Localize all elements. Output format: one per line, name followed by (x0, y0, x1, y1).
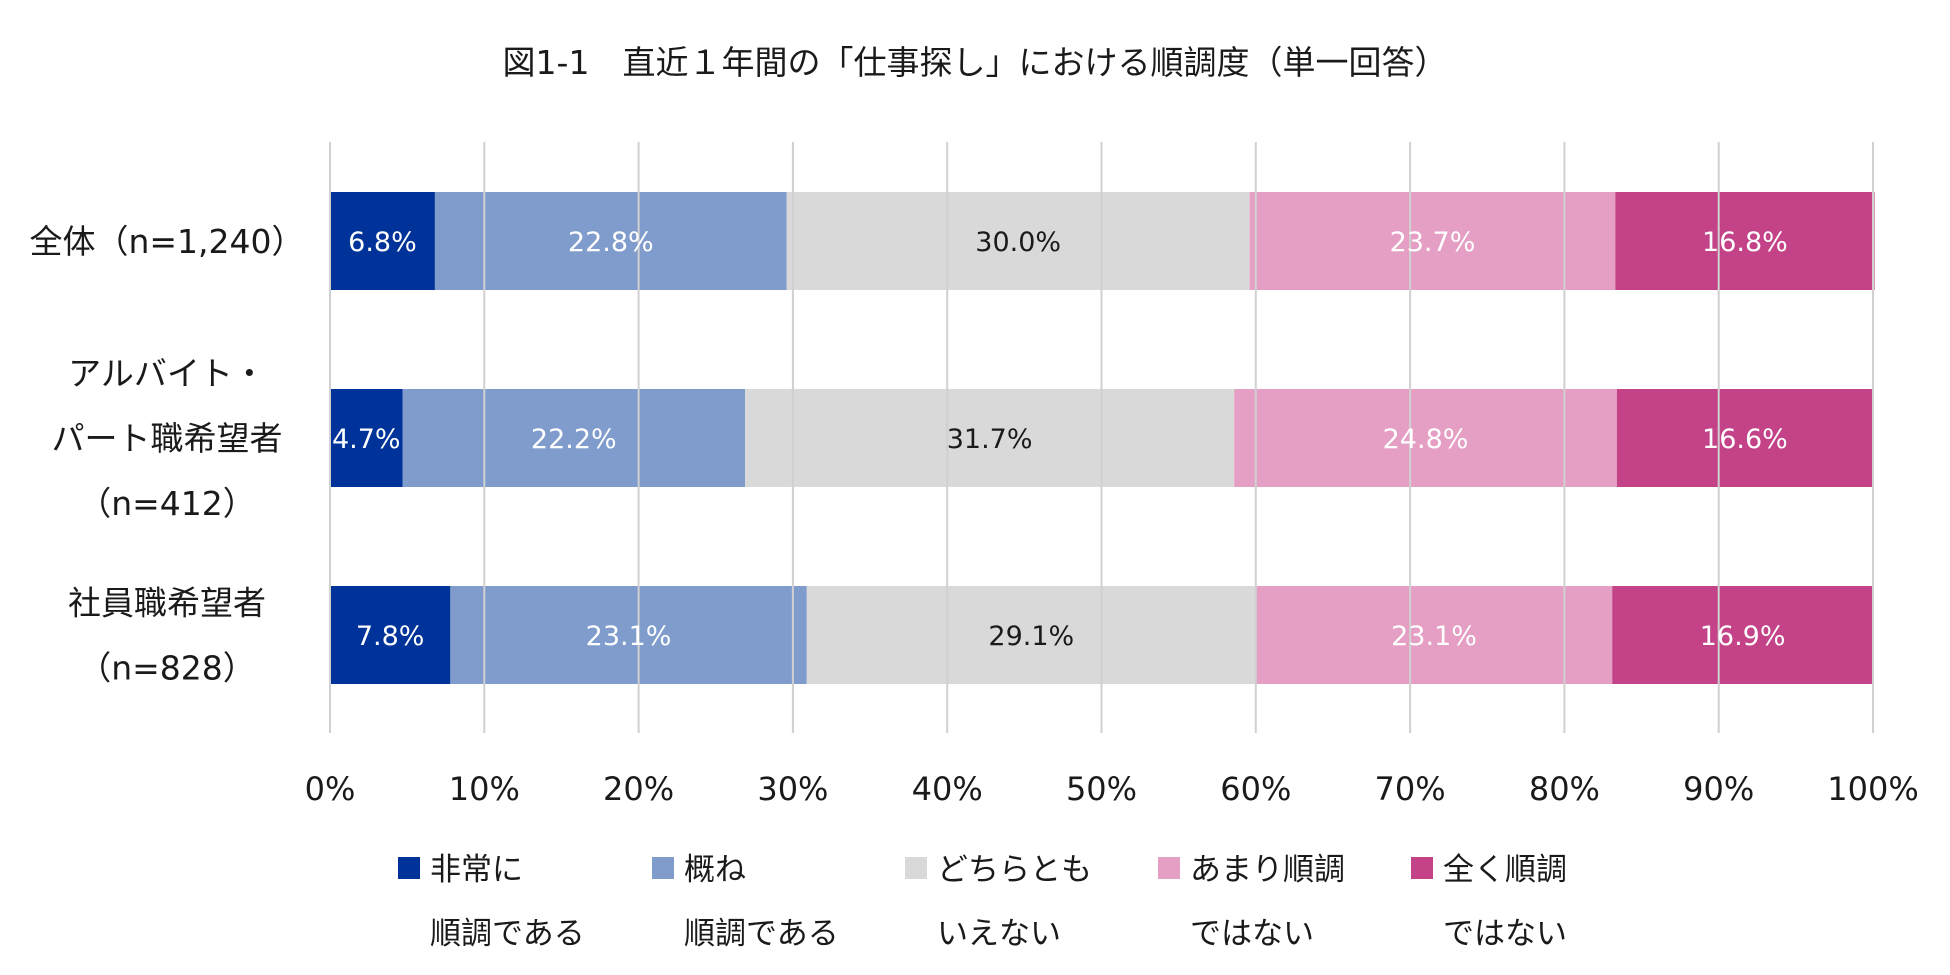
x-tick-label-6: 60% (1220, 770, 1291, 808)
bar-segment-1-4 (1249, 192, 1616, 290)
x-tick-label-1: 10% (449, 770, 520, 808)
legend-swatch-1 (398, 857, 420, 879)
data-label-3-3: 29.1% (988, 621, 1074, 652)
legend-label-2-line-2: 順調である (684, 916, 839, 952)
gridlines (329, 142, 1874, 733)
data-label-1-5: 16.8% (1702, 227, 1788, 258)
bar-segment-3-5 (1612, 586, 1873, 684)
bar-segment-2-5 (1616, 389, 1873, 487)
bar-segment-1-1 (330, 192, 435, 290)
legend-label-5-line-2: ではない (1443, 916, 1567, 952)
bar-segment-3-3 (806, 586, 1256, 684)
bar-segment-1-5 (1615, 192, 1875, 290)
data-label-2-3: 31.7% (947, 424, 1033, 455)
x-tick-label-8: 80% (1529, 770, 1600, 808)
data-label-2-1: 4.7% (332, 424, 401, 455)
data-label-1-4: 23.7% (1390, 227, 1476, 258)
x-tick-label-9: 90% (1683, 770, 1754, 808)
category-label-3-line-1: 社員職希望者 (68, 584, 266, 623)
bars-layer (330, 192, 1875, 684)
legend-label-3-line-2: いえない (937, 916, 1061, 952)
legend-swatch-3 (905, 857, 927, 879)
category-labels: 全体（n=1,240） アルバイト・パート職希望者 （n=412） 社員職希望者 （n=… (29, 222, 304, 688)
legend-label-3-line-1: どちらとも (937, 852, 1092, 888)
bar-segment-2-4 (1234, 389, 1617, 487)
category-label-2-line-2: パート職希望者 (52, 419, 283, 458)
x-tick-label-0: 0% (305, 770, 356, 808)
legend-label-4-line-2: ではない (1190, 916, 1314, 952)
legend-label-2-line-1: 概ね (684, 852, 746, 888)
x-tick-label-2: 20% (603, 770, 674, 808)
x-tick-label-5: 50% (1066, 770, 1137, 808)
x-tick-label-3: 30% (757, 770, 828, 808)
legend-label-1-line-2: 順調である (430, 916, 585, 952)
category-label-2-line-1: アルバイト・ (68, 354, 266, 393)
data-label-1-2: 22.8% (568, 227, 654, 258)
data-label-2-4: 24.8% (1383, 424, 1469, 455)
data-label-3-5: 16.9% (1700, 621, 1786, 652)
x-tick-label-10: 100% (1827, 770, 1918, 808)
category-label-2-line-3: （n=412） (78, 484, 256, 523)
data-label-3-1: 7.8% (356, 621, 425, 652)
x-tick-label-7: 70% (1375, 770, 1446, 808)
data-label-2-2: 22.2% (531, 424, 617, 455)
legend-label-1-line-1: 非常に (430, 852, 523, 888)
legend-swatch-4 (1158, 857, 1180, 879)
data-label-3-4: 23.1% (1391, 621, 1477, 652)
category-label-3-line-2: （n=828） (78, 649, 256, 688)
data-label-2-5: 16.6% (1702, 424, 1788, 455)
chart-title: 図1-1 直近１年間の「仕事探し」における順調度（単一回答） (503, 43, 1448, 82)
legend-label-4-line-1: あまり順調 (1190, 852, 1345, 888)
bar-segment-2-3 (745, 389, 1235, 487)
bar-segment-3-2 (450, 586, 807, 684)
bar-segment-3-4 (1255, 586, 1613, 684)
category-label-1-line-1: 全体（n=1,240） (29, 222, 304, 261)
x-tick-label-4: 40% (912, 770, 983, 808)
legend-swatch-2 (652, 857, 674, 879)
x-axis-ticks: 0% 10% 20% 30% 40% 50% 60% 70% 80% 90% 100% (305, 770, 1919, 808)
bar-segment-2-2 (402, 389, 746, 487)
bar-segment-1-3 (786, 192, 1250, 290)
data-label-1-3: 30.0% (975, 227, 1061, 258)
data-label-1-1: 6.8% (348, 227, 417, 258)
data-label-3-2: 23.1% (586, 621, 672, 652)
bar-segment-1-2 (434, 192, 787, 290)
bar-segment-3-1 (330, 586, 451, 684)
legend-label-5-line-1: 全く順調 (1443, 852, 1567, 888)
legend-swatch-5 (1411, 857, 1433, 879)
bar-segment-2-1 (330, 389, 403, 487)
segment-labels: 6.8% 22.8% 30.0% 23.7% 16.8% 4.7% 22.2% 31.7% 24… (332, 227, 1788, 652)
